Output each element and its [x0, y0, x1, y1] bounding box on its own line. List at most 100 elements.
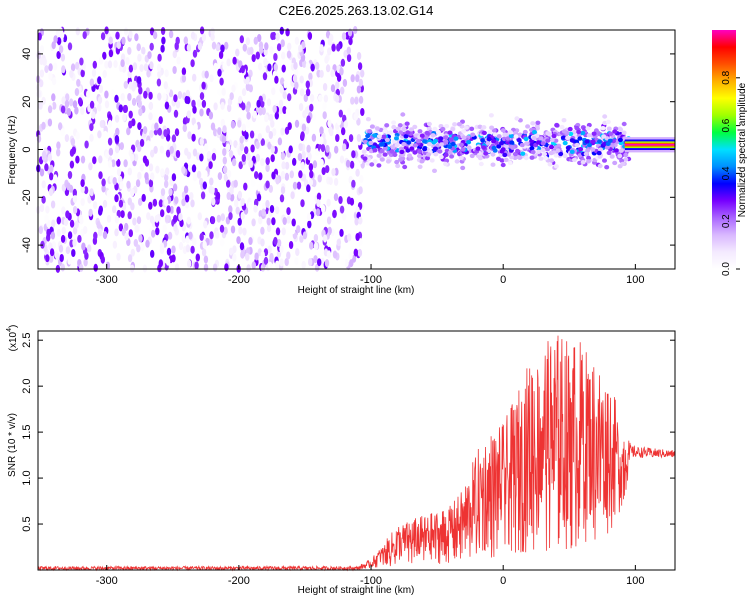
- spectrogram-cell: [149, 42, 154, 51]
- spectrogram-cell: [108, 49, 114, 58]
- spectrogram-cell: [294, 119, 300, 128]
- spectrogram-cell: [256, 183, 262, 192]
- spectrogram-cell: [51, 93, 56, 102]
- spectrogram-cell: [372, 148, 378, 153]
- spectrogram-cell: [294, 36, 300, 45]
- spectrogram-cell: [50, 200, 56, 209]
- spectrogram-cell: [289, 170, 294, 179]
- spectrogram-cell: [549, 158, 555, 163]
- spectrogram-cell: [192, 148, 198, 157]
- spectrogram-cell: [106, 214, 112, 223]
- spectrogram-cell: [88, 208, 93, 217]
- spectrogram-cell: [130, 153, 135, 162]
- spectrogram-cell: [329, 128, 334, 137]
- spectrogram-cell: [237, 217, 242, 226]
- spectrogram-cell: [349, 197, 355, 206]
- spectrogram-cell: [252, 110, 257, 119]
- spectrogram-cell: [136, 76, 142, 85]
- spectrogram-cell: [93, 263, 98, 272]
- spectrogram-cell: [391, 124, 397, 130]
- spectrogram-cell: [123, 159, 128, 168]
- spectrogram-cell: [587, 142, 592, 148]
- spectrogram-cell: [542, 151, 547, 157]
- spectrogram-cell: [379, 157, 385, 162]
- spectrogram-cell: [127, 211, 132, 220]
- spectrogram-cell: [432, 146, 438, 151]
- spectrogram-cell: [45, 254, 50, 263]
- spectrogram-cell: [183, 185, 189, 194]
- spectrogram-cell: [261, 208, 266, 217]
- colorbar-tick-label: 0.6: [721, 118, 732, 132]
- spectrogram-cell: [261, 107, 266, 116]
- spectrogram-cell: [151, 229, 156, 238]
- spectrogram-cell: [171, 173, 177, 182]
- spectrogram-cell: [38, 226, 43, 234]
- spectrogram-cell: [287, 42, 292, 51]
- spectrogram-cell: [238, 60, 243, 69]
- spectrogram-cell: [209, 231, 214, 240]
- spectrogram-cell: [184, 194, 190, 203]
- spectrogram-cell: [419, 159, 425, 164]
- spectrogram-cell: [606, 150, 612, 156]
- spectrogram-cell: [239, 35, 244, 44]
- spectrogram-cell: [404, 121, 410, 126]
- spectrogram-cell: [222, 148, 227, 156]
- spectrogram-cell: [469, 153, 475, 159]
- spectrogram-cell: [458, 155, 464, 160]
- spectrogram-cell: [209, 177, 214, 186]
- spectrogram-cell: [108, 36, 113, 45]
- spectrogram-cell: [360, 108, 365, 116]
- spectrogram-cell: [491, 139, 497, 144]
- spectrogram-cell: [39, 204, 45, 213]
- spectrogram-cell: [355, 233, 360, 241]
- snr-x-tick-label: 100: [626, 575, 644, 587]
- spectrogram-cell: [438, 133, 444, 138]
- spectrogram-cell: [130, 188, 135, 197]
- spectrogram-cell: [118, 199, 124, 208]
- spectrogram-cell: [397, 123, 403, 128]
- spectrogram-cell: [327, 119, 332, 128]
- spectrogram-cell: [450, 126, 456, 132]
- spectrogram-cell: [348, 251, 353, 260]
- spectrogram-cell: [70, 138, 76, 146]
- spectrogram-cell: [356, 85, 362, 94]
- spectrogram-cell: [80, 69, 85, 78]
- spectrogram-cell: [346, 54, 352, 62]
- spectrogram-cell: [132, 62, 138, 71]
- spectrogram-cell: [369, 162, 375, 167]
- spectrogram-cell: [239, 143, 245, 152]
- spectrogram-cell: [240, 250, 245, 259]
- spectrogram-cell: [123, 104, 128, 113]
- spectrogram-cell: [119, 142, 125, 151]
- spectrogram-cell: [480, 138, 486, 143]
- snr-series: [37, 335, 676, 572]
- spectrogram-cell: [39, 45, 45, 54]
- spectrogram-cell: [190, 245, 195, 254]
- spectrogram-cell: [150, 249, 155, 258]
- spectrogram-cell: [253, 36, 258, 45]
- spectrogram-cell: [273, 236, 278, 245]
- spectrogram-cell: [241, 88, 247, 97]
- spectrogram-cell: [39, 69, 45, 78]
- spectrogram-cell: [232, 245, 237, 254]
- spectrogram-cell: [247, 201, 253, 210]
- spectrogram-cell: [81, 242, 86, 251]
- spectrogram-cell: [390, 145, 396, 150]
- spectrogram-cell: [319, 44, 324, 53]
- spectrogram-cell: [126, 127, 131, 136]
- spectrogram-cell: [208, 161, 213, 170]
- spectrogram-cell: [561, 129, 567, 134]
- spectrogram-cell: [598, 147, 604, 152]
- spectrogram-cell: [384, 137, 390, 143]
- spectrogram-cell: [351, 150, 356, 159]
- spectrogram-cell: [485, 141, 491, 146]
- spectrogram-cell: [376, 153, 382, 158]
- spectrogram-cell: [438, 154, 444, 160]
- spectrogram-cell: [171, 134, 177, 143]
- spectrogram-y-tick-label: 40: [21, 48, 33, 60]
- spectrogram-cell: [211, 152, 217, 161]
- spectrogram-cell: [297, 153, 303, 161]
- spectrogram-cell: [99, 120, 105, 128]
- snr-x-tick-label: -300: [96, 575, 118, 587]
- spectrogram-cell: [171, 245, 176, 254]
